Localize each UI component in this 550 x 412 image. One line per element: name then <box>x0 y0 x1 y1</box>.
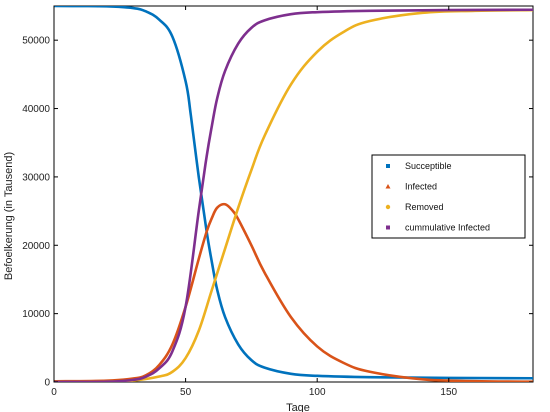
series-layer <box>54 6 533 382</box>
legend-label: Infected <box>405 182 437 192</box>
x-tick-label: 150 <box>440 387 457 398</box>
x-tick-label: 0 <box>51 387 57 398</box>
x-tick-label: 50 <box>180 387 192 398</box>
legend-marker <box>385 184 391 189</box>
x-axis-title: Tage <box>286 402 310 412</box>
y-axis-title: Befoelkerung (in Tausend) <box>3 152 15 280</box>
legend-label: Removed <box>405 202 444 212</box>
y-tick-label: 0 <box>44 378 50 389</box>
series-line-succeptible <box>54 6 533 380</box>
x-tick-label: 100 <box>309 387 326 398</box>
legend: Succeptible Infected Removed cummulative In… <box>371 154 526 239</box>
series-line-infected <box>54 202 533 382</box>
legend-marker <box>385 204 391 210</box>
ticks-layer: 0 50 100 150 0 10000 20000 30000 40000 50000 <box>22 6 533 398</box>
y-tick-label: 10000 <box>22 309 50 320</box>
series-line-cummulative-infected <box>54 8 533 382</box>
y-tick-label: 40000 <box>22 104 50 115</box>
legend-marker <box>386 164 390 168</box>
y-tick-label: 50000 <box>22 36 50 47</box>
legend-marker <box>386 225 390 230</box>
legend-box <box>371 154 526 239</box>
legend-label: cummulative Infected <box>405 223 490 233</box>
y-tick-label: 30000 <box>22 172 50 183</box>
y-tick-label: 20000 <box>22 241 50 252</box>
series-line-removed <box>54 8 533 382</box>
legend-label: Succeptible <box>405 161 452 171</box>
